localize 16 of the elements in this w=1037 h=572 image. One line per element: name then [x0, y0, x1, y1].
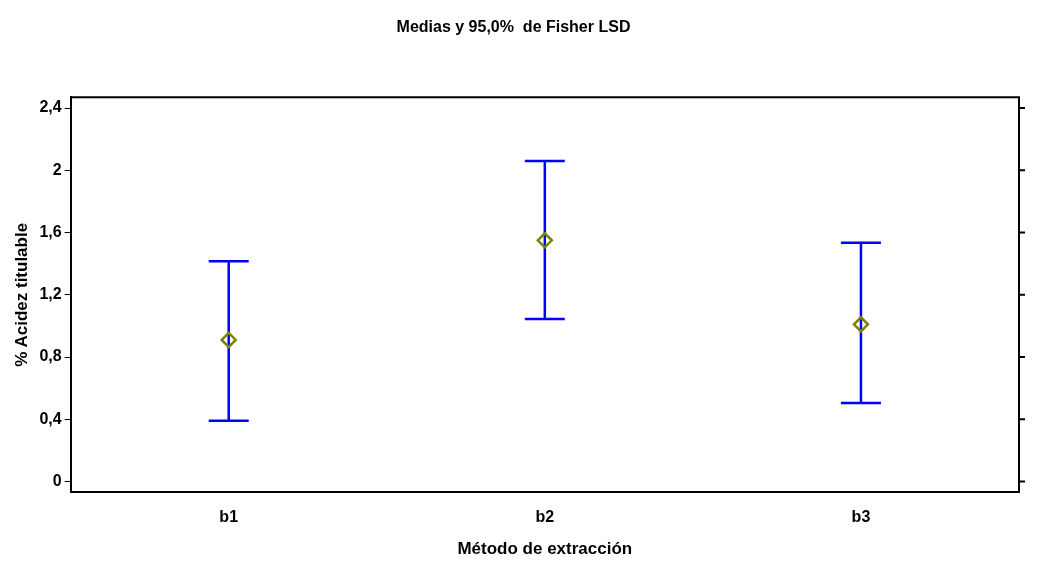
y-tick-label: 0,8 [39, 347, 62, 365]
point [852, 316, 870, 333]
y-tick-label: 1,6 [39, 222, 62, 240]
point [536, 232, 554, 249]
chart-title: Medias y 95,0% de Fisher LSD [396, 18, 631, 36]
x-axis-title: Método de extracción [457, 539, 633, 559]
x-tick-label: b1 [219, 508, 239, 526]
y-tick-label: 2 [52, 160, 62, 178]
point [220, 331, 237, 349]
x-tick-label: b2 [535, 508, 555, 526]
y-axis-title: % Acidez titulable [11, 222, 31, 367]
y-tick-label: 1,2 [39, 285, 62, 303]
y-tick-label: 0 [52, 471, 62, 489]
x-tick-label: b3 [851, 508, 871, 526]
y-tick-label: 0,4 [39, 409, 62, 427]
y-tick-label: 2,4 [39, 98, 62, 116]
